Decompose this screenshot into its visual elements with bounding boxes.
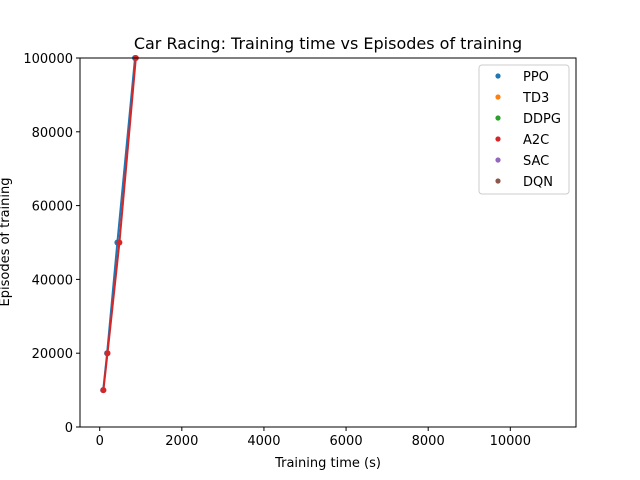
y-tick-label: 40000 (32, 273, 73, 288)
x-tick-label: 6000 (330, 434, 363, 449)
legend-label-ppo: PPO (523, 70, 549, 85)
legend-marker-a2c (495, 136, 501, 142)
legend-items: PPO TD3 DDPG A2C SAC DQN (495, 70, 561, 190)
legend-marker-ddpg (495, 115, 501, 121)
plot-area-frame (79, 57, 577, 428)
x-tick-label: 2000 (165, 434, 198, 449)
legend-label-sac: SAC (523, 154, 549, 169)
x-tick-label: 0 (96, 434, 104, 449)
x-tick-label: 10000 (490, 434, 531, 449)
y-tick-label: 60000 (32, 200, 73, 215)
legend-label-dqn: DQN (523, 175, 553, 190)
x-axis-label: Training time (s) (274, 456, 381, 471)
legend-marker-td3 (495, 94, 501, 100)
legend-marker-dqn (495, 178, 501, 184)
legend-label-a2c: A2C (523, 133, 549, 148)
x-tick-label: 4000 (247, 434, 280, 449)
y-axis-label: Episodes of training (0, 178, 13, 307)
series-layer (100, 55, 139, 394)
data-point-a2c (104, 350, 111, 357)
legend-marker-ppo (495, 73, 501, 79)
legend-label-td3: TD3 (522, 91, 549, 106)
legend-label-ddpg: DDPG (523, 112, 561, 127)
y-axis: 0 20000 40000 60000 80000 100000 (23, 52, 80, 436)
series-line-a2c (102, 57, 137, 391)
y-tick-label: 100000 (23, 52, 73, 67)
y-tick-label: 0 (65, 421, 73, 436)
data-point-a2c (116, 239, 123, 246)
x-axis: 0 2000 4000 6000 8000 10000 (96, 427, 531, 449)
y-tick-label: 80000 (32, 126, 73, 141)
legend: PPO TD3 DDPG A2C SAC DQN (478, 64, 570, 195)
legend-marker-sac (495, 157, 501, 163)
chart-title: Car Racing: Training time vs Episodes of… (134, 34, 522, 53)
legend-box (478, 64, 570, 195)
data-point-a2c (100, 387, 107, 394)
y-tick-label: 20000 (32, 347, 73, 362)
x-tick-label: 8000 (412, 434, 445, 449)
